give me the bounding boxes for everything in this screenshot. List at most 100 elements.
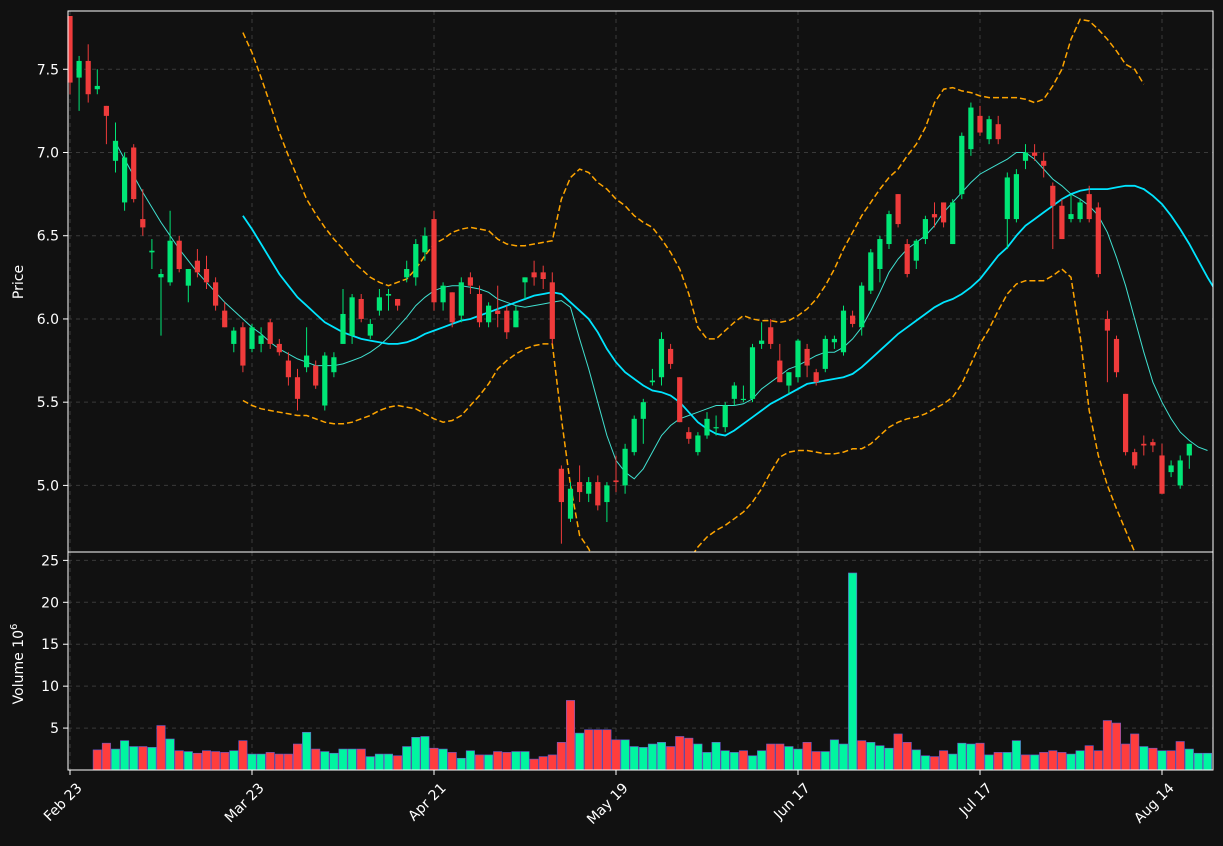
volume-bar	[521, 752, 529, 770]
candle-body	[1059, 206, 1064, 239]
volume-bar	[666, 747, 674, 770]
price-tick-label: 5.0	[37, 478, 59, 494]
candle-body	[686, 432, 691, 439]
volume-bar	[858, 741, 866, 770]
candle-body	[1050, 186, 1055, 206]
candle-body	[477, 294, 482, 322]
volume-bar	[202, 751, 210, 770]
volume-bar	[967, 744, 975, 770]
volume-bar	[994, 752, 1002, 770]
volume-bar	[839, 744, 847, 770]
candle-body	[668, 349, 673, 364]
volume-bar	[630, 747, 638, 770]
volume-bar	[648, 744, 656, 770]
volume-bar	[503, 752, 511, 770]
candle-body	[295, 377, 300, 399]
candle-body	[1123, 394, 1128, 452]
candle-body	[1078, 202, 1083, 219]
candle-body	[559, 469, 564, 502]
candle-body	[249, 327, 254, 349]
candle-body	[404, 269, 409, 277]
volume-bar	[639, 747, 647, 770]
candle-body	[868, 252, 873, 290]
volume-bar	[621, 740, 629, 770]
volume-bar	[803, 742, 811, 770]
candle-body	[1187, 444, 1192, 456]
volume-bar	[1040, 752, 1048, 770]
volume-bar	[330, 753, 338, 770]
volume-tick-label: 20	[41, 595, 59, 611]
volume-bar	[794, 749, 802, 770]
volume-bar	[939, 751, 947, 770]
volume-bar	[712, 742, 720, 770]
candle-body	[1132, 452, 1137, 465]
candle-body	[431, 219, 436, 302]
candle-body	[222, 311, 227, 328]
candle-body	[959, 136, 964, 194]
volume-bar	[812, 752, 820, 770]
volume-axis-label-exponent: 6	[9, 624, 20, 630]
candle-body	[268, 322, 273, 344]
candle-body	[704, 419, 709, 436]
candle-body	[1032, 152, 1037, 155]
volume-bar	[457, 758, 465, 770]
volume-bar	[566, 700, 574, 770]
candle-body	[786, 372, 791, 385]
candle-body	[1169, 465, 1174, 472]
volume-bar	[985, 755, 993, 770]
volume-axis-label-text: Volume 10	[11, 630, 27, 704]
volume-bar	[1076, 751, 1084, 770]
volume-bar	[1049, 751, 1057, 770]
candle-body	[468, 277, 473, 285]
volume-bar	[1149, 748, 1157, 770]
candle-body	[750, 347, 755, 399]
volume-bar	[403, 747, 411, 770]
volume-bar	[1121, 744, 1129, 770]
volume-bar	[412, 737, 420, 770]
volume-tick-label: 15	[41, 637, 59, 653]
volume-bar	[539, 757, 547, 770]
candle-body	[1014, 174, 1019, 219]
candle-body	[359, 299, 364, 319]
volume-bar	[230, 751, 238, 770]
volume-axis-label: Volume 106	[9, 624, 27, 705]
candle-body	[377, 297, 382, 310]
candle-body	[532, 272, 537, 277]
volume-bar	[239, 741, 247, 770]
volume-bar	[175, 751, 183, 770]
candle-body	[213, 282, 218, 305]
volume-bar	[530, 759, 538, 770]
candle-body	[277, 344, 282, 352]
volume-bar	[757, 751, 765, 770]
candle-body	[395, 299, 400, 306]
candle-body	[941, 202, 946, 222]
candle-body	[368, 324, 373, 336]
volume-bar	[748, 756, 756, 770]
volume-bar	[484, 755, 492, 770]
volume-bar	[730, 752, 738, 770]
volume-bar	[1158, 751, 1166, 770]
candle-body	[158, 274, 163, 277]
volume-bar	[421, 736, 429, 770]
volume-bar	[393, 756, 401, 770]
candle-body	[313, 366, 318, 386]
price-tick-label: 7.0	[37, 145, 59, 161]
volume-bar	[1030, 755, 1038, 770]
candle-body	[550, 282, 555, 339]
volume-bar	[439, 749, 447, 770]
candle-body	[286, 361, 291, 378]
volume-bar	[676, 736, 684, 770]
volume-bar	[949, 754, 957, 770]
candle-body	[641, 402, 646, 419]
volume-bar	[594, 730, 602, 770]
candle-body	[932, 214, 937, 217]
volume-bar	[848, 573, 856, 770]
candle-body	[1041, 161, 1046, 166]
volume-bar	[1140, 747, 1148, 770]
volume-bar	[130, 747, 138, 770]
volume-bar	[1058, 752, 1066, 770]
volume-tick-label: 10	[41, 679, 59, 695]
candle-body	[386, 294, 391, 296]
volume-bar	[785, 747, 793, 770]
